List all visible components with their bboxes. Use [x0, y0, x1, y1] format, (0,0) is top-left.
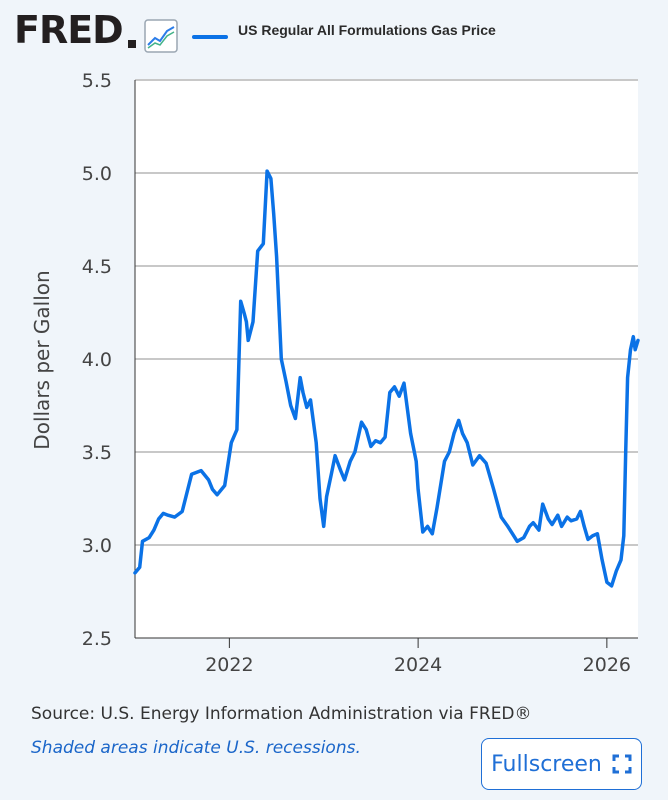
y-tick-label: 3.0 [82, 535, 112, 557]
line-graph-icon[interactable] [144, 19, 178, 53]
x-tick-label: 2022 [205, 654, 253, 676]
fred-logo-dot [128, 40, 136, 48]
series-line-gas-price [133, 169, 640, 588]
y-tick-label: 4.5 [82, 256, 112, 278]
legend-series-label: US Regular All Formulations Gas Price [238, 22, 496, 38]
fred-logo[interactable]: FRED [14, 8, 124, 52]
y-axis-label: Dollars per Gallon [30, 270, 54, 449]
line-chart: 2.5 3.0 3.5 4.0 4.5 5.0 5.5 2022 2024 2026 Dolla… [30, 70, 640, 676]
y-tick-label: 5.0 [82, 163, 112, 185]
grid-lines [135, 79, 638, 639]
y-tick-labels: 2.5 3.0 3.5 4.0 4.5 5.0 5.5 [82, 70, 112, 650]
legend-series-swatch [192, 35, 228, 39]
recession-note: Shaded areas indicate U.S. recessions. [31, 738, 361, 758]
fullscreen-button[interactable]: Fullscreen [481, 738, 642, 790]
expand-icon [612, 754, 632, 774]
source-text: Source: U.S. Energy Information Administ… [31, 704, 532, 724]
y-tick-label: 2.5 [82, 628, 112, 650]
x-tick-label: 2024 [394, 654, 442, 676]
chart-header: FRED US Regular All Formulations Gas Pri… [0, 0, 668, 60]
x-tick-label: 2026 [583, 654, 631, 676]
y-tick-label: 4.0 [82, 349, 112, 371]
fullscreen-label: Fullscreen [491, 751, 602, 777]
y-tick-label: 5.5 [82, 70, 112, 92]
y-tick-label: 3.5 [82, 442, 112, 464]
x-tick-labels: 2022 2024 2026 [205, 638, 631, 676]
